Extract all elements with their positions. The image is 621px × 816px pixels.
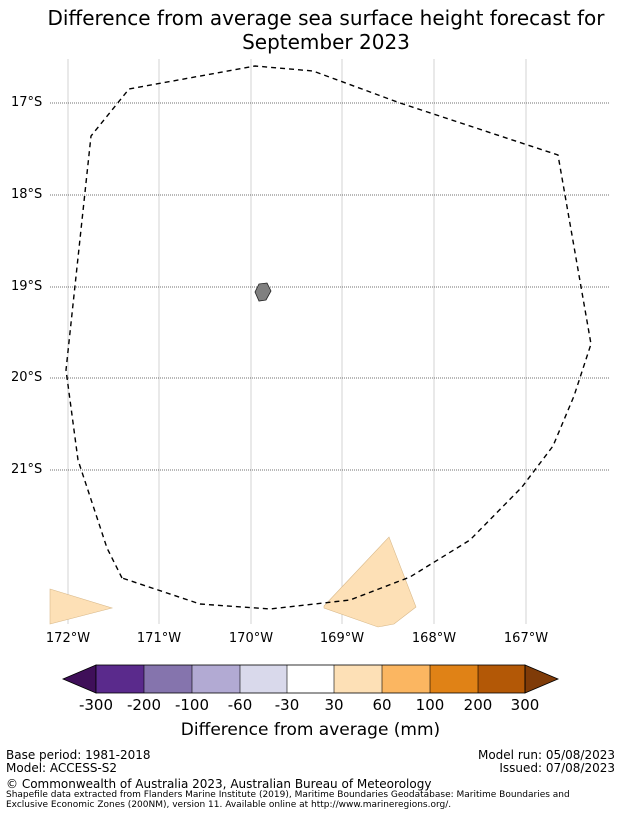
longitude-gridlines (67, 59, 527, 624)
colorbar-bin-4 (240, 665, 287, 693)
lat-label-17s: 17°S (11, 95, 43, 110)
colorbar (61, 664, 560, 694)
lon-label-169w: 169°W (319, 631, 365, 646)
colorbar-tick: -60 (227, 696, 253, 714)
copyright-notice: © Commonwealth of Australia 2023, Austra… (6, 777, 432, 791)
lon-label-171w: 171°W (136, 631, 182, 646)
colorbar-bin-3 (192, 665, 240, 693)
eez-boundary (65, 65, 592, 610)
colorbar-tick: 300 (510, 696, 540, 714)
issued-date: Issued: 07/08/2023 (499, 761, 615, 775)
colorbar-bin-2 (144, 665, 192, 693)
title-line-2: September 2023 (242, 30, 410, 54)
colorbar-bin-9 (478, 665, 525, 693)
title-line-1: Difference from average sea surface heig… (47, 6, 605, 30)
anomaly-patch-southwest (49, 588, 114, 625)
colorbar-tick: 30 (324, 696, 344, 714)
colorbar-bin-6 (334, 665, 382, 693)
anomaly-patch-south (323, 536, 417, 628)
colorbar-outline (95, 664, 526, 694)
shapefile-credit-line-1: Shapefile data extracted from Flanders M… (6, 790, 570, 800)
lat-label-18s: 18°S (11, 187, 43, 202)
shapefile-credit-line-2: Exclusive Economic Zones (200NM), versio… (6, 800, 452, 810)
lat-label-20s: 20°S (11, 370, 43, 385)
colorbar-extend-low (61, 664, 97, 694)
colorbar-bin-1 (96, 665, 144, 693)
chart-title: Difference from average sea surface heig… (0, 6, 621, 54)
colorbar-tick: -30 (274, 696, 300, 714)
base-period: Base period: 1981-2018 (6, 748, 151, 762)
latitude-gridlines (50, 102, 609, 471)
colorbar-tick: -200 (126, 696, 162, 714)
lon-label-168w: 168°W (411, 631, 457, 646)
colorbar-bin-5 (287, 665, 334, 693)
model-name: Model: ACCESS-S2 (6, 761, 118, 775)
colorbar-bin-7 (382, 665, 430, 693)
lon-label-167w: 167°W (503, 631, 549, 646)
colorbar-label: Difference from average (mm) (180, 720, 441, 740)
colorbar-tick: 200 (463, 696, 493, 714)
colorbar-tick: 60 (372, 696, 392, 714)
colorbar-tick: 100 (415, 696, 445, 714)
lat-label-19s: 19°S (11, 279, 43, 294)
colorbar-bin-8 (430, 665, 478, 693)
colorbar-tick: -300 (78, 696, 114, 714)
lat-label-21s: 21°S (11, 462, 43, 477)
model-run-date: Model run: 05/08/2023 (477, 748, 615, 762)
colorbar-tick: -100 (174, 696, 210, 714)
colorbar-extend-high (524, 664, 560, 694)
lon-label-172w: 172°W (45, 631, 91, 646)
lon-label-170w: 170°W (228, 631, 274, 646)
island-shape (254, 282, 272, 302)
